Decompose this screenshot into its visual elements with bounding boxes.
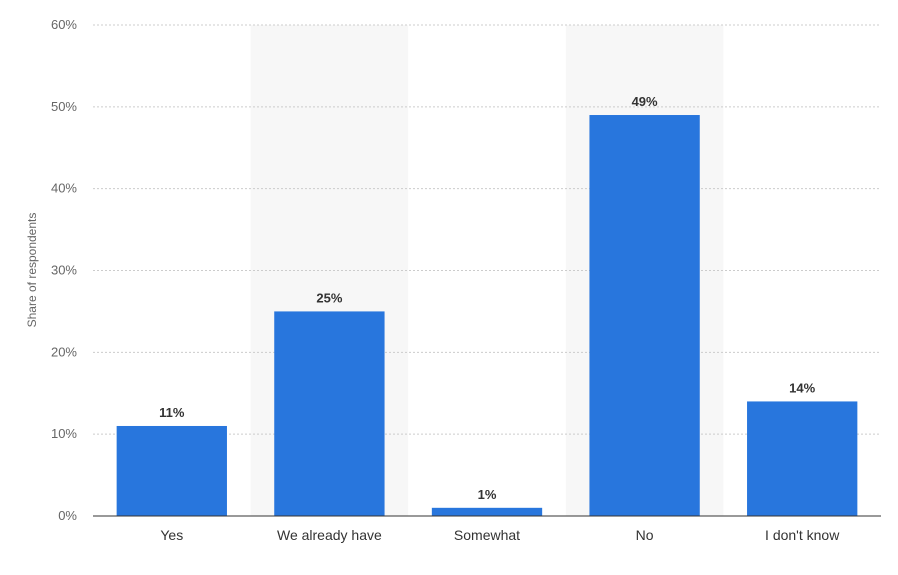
- data-labels: 11% 25% 1% 49% 14%: [159, 94, 816, 502]
- y-tick-label: 40%: [51, 181, 77, 196]
- category-label: I don't know: [765, 527, 840, 543]
- y-tick-label: 0%: [58, 508, 77, 523]
- y-axis-ticks: 0% 10% 20% 30% 40% 50% 60%: [51, 17, 77, 523]
- bar-i-don-t-know: [747, 401, 858, 516]
- bar-no: [589, 115, 700, 517]
- y-axis-title: Share of respondents: [25, 213, 39, 328]
- category-label: Somewhat: [454, 527, 520, 543]
- y-tick-label: 50%: [51, 99, 77, 114]
- y-tick-label: 30%: [51, 263, 77, 278]
- y-tick-label: 20%: [51, 344, 77, 359]
- category-label: Yes: [160, 527, 183, 543]
- data-label: 11%: [159, 405, 185, 420]
- bar-yes: [116, 425, 227, 516]
- bar-somewhat: [431, 507, 543, 516]
- data-label: 1%: [478, 487, 497, 502]
- y-tick-label: 10%: [51, 426, 77, 441]
- data-label: 25%: [316, 290, 342, 305]
- data-label: 14%: [789, 380, 815, 395]
- y-tick-label: 60%: [51, 17, 77, 32]
- category-label: No: [636, 527, 654, 543]
- category-labels: Yes We already have Somewhat No I don't know: [160, 527, 840, 543]
- category-label: We already have: [277, 527, 382, 543]
- bar-we-already-have: [274, 311, 385, 516]
- bars: [116, 115, 858, 517]
- gridlines: [93, 24, 881, 435]
- data-label: 49%: [632, 94, 658, 109]
